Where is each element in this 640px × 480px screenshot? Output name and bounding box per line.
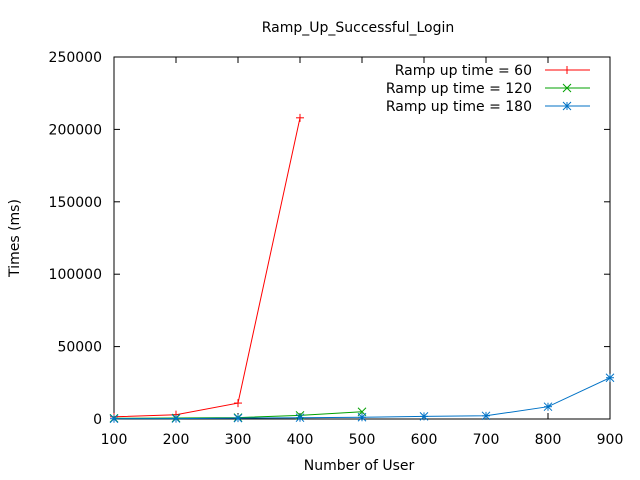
legend-label: Ramp up time = 120 [386, 81, 532, 97]
data-point [233, 413, 243, 423]
x-tick-label: 200 [163, 432, 190, 448]
y-tick-label: 200000 [49, 122, 102, 138]
x-tick-label: 700 [473, 432, 500, 448]
data-point [605, 373, 615, 383]
legend-marker [562, 83, 572, 93]
data-point [234, 399, 242, 408]
x-tick-label: 600 [411, 432, 438, 448]
series-1 [110, 113, 304, 421]
data-point [296, 113, 304, 122]
plot-border [113, 56, 611, 420]
series-3 [109, 373, 615, 424]
x-axis-label: Number of User [304, 458, 415, 474]
x-tick-label: 100 [101, 432, 128, 448]
x-axis-ticks: 100 200 300 400 500 600 700 800 900 [101, 57, 624, 448]
x-tick-label: 300 [225, 432, 252, 448]
data-point [357, 412, 367, 422]
legend-marker [562, 101, 572, 111]
chart-title: Ramp_Up_Successful_Login [262, 20, 454, 36]
y-tick-label: 0 [93, 412, 102, 428]
data-point [109, 414, 119, 424]
y-tick-label: 250000 [49, 50, 102, 66]
legend-label: Ramp up time = 180 [386, 99, 532, 115]
legend-label: Ramp up time = 60 [395, 63, 532, 79]
data-point [481, 411, 491, 421]
x-tick-label: 500 [349, 432, 376, 448]
plot-frame [113, 56, 611, 420]
data-point [543, 402, 553, 412]
legend-marker [563, 66, 571, 74]
y-axis-ticks: 0 50000 100000 150000 200000 250000 [49, 50, 610, 428]
series-line [113, 117, 301, 418]
data-point [171, 414, 181, 423]
x-tick-label: 900 [597, 432, 624, 448]
data-point [295, 413, 305, 423]
y-tick-label: 100000 [49, 267, 102, 283]
y-tick-label: 150000 [49, 195, 102, 211]
x-tick-label: 400 [287, 432, 314, 448]
legend: Ramp up time = 60 Ramp up time = 120 Ramp … [386, 63, 590, 115]
series-layer [109, 113, 615, 424]
y-axis-label: Times (ms) [7, 199, 23, 278]
data-point [419, 412, 429, 421]
y-tick-label: 50000 [57, 340, 102, 356]
x-tick-label: 800 [535, 432, 562, 448]
